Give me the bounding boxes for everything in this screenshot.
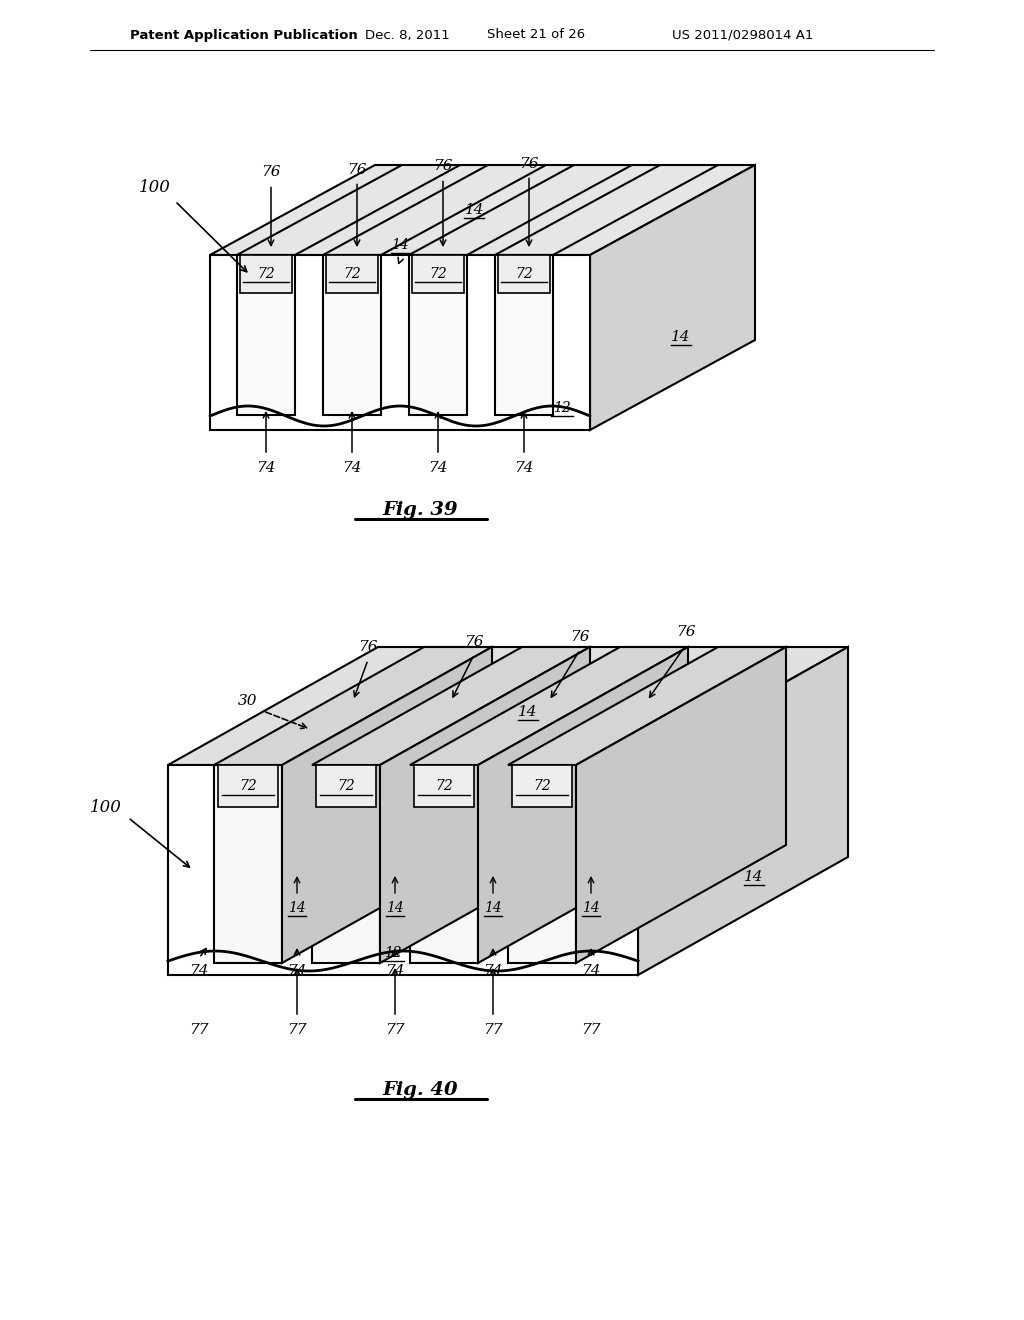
Polygon shape bbox=[214, 766, 282, 964]
Text: 76: 76 bbox=[358, 640, 378, 653]
Text: 74: 74 bbox=[342, 461, 361, 475]
Text: 72: 72 bbox=[515, 267, 532, 281]
Text: 74: 74 bbox=[189, 964, 209, 978]
Text: 14: 14 bbox=[484, 902, 502, 915]
Text: Patent Application Publication: Patent Application Publication bbox=[130, 29, 357, 41]
Text: 100: 100 bbox=[90, 799, 122, 816]
Polygon shape bbox=[240, 255, 292, 293]
Text: Sheet 21 of 26: Sheet 21 of 26 bbox=[487, 29, 585, 41]
Text: 76: 76 bbox=[261, 165, 281, 180]
Polygon shape bbox=[638, 647, 848, 975]
Text: Fig. 39: Fig. 39 bbox=[382, 502, 458, 519]
Text: 74: 74 bbox=[288, 964, 307, 978]
Text: 100: 100 bbox=[139, 180, 171, 195]
Text: US 2011/0298014 A1: US 2011/0298014 A1 bbox=[672, 29, 813, 41]
Polygon shape bbox=[410, 647, 688, 766]
Text: 74: 74 bbox=[514, 461, 534, 475]
Polygon shape bbox=[414, 766, 474, 807]
Polygon shape bbox=[326, 255, 378, 293]
Text: 74: 74 bbox=[483, 964, 503, 978]
Text: 76: 76 bbox=[347, 162, 367, 177]
Text: 14: 14 bbox=[288, 902, 306, 915]
Text: 14: 14 bbox=[518, 705, 538, 719]
Text: 77: 77 bbox=[582, 1023, 601, 1038]
Text: 72: 72 bbox=[343, 267, 360, 281]
Text: 14: 14 bbox=[465, 202, 484, 216]
Text: 14: 14 bbox=[743, 870, 763, 883]
Text: 74: 74 bbox=[385, 964, 404, 978]
Text: 76: 76 bbox=[570, 630, 590, 644]
Text: 12: 12 bbox=[384, 946, 401, 960]
Text: 72: 72 bbox=[429, 267, 446, 281]
Polygon shape bbox=[312, 647, 590, 766]
Polygon shape bbox=[218, 766, 278, 807]
Polygon shape bbox=[237, 255, 295, 414]
Polygon shape bbox=[282, 647, 492, 964]
Polygon shape bbox=[575, 647, 786, 964]
Text: Fig. 40: Fig. 40 bbox=[382, 1081, 458, 1100]
Polygon shape bbox=[210, 165, 755, 255]
Text: 14: 14 bbox=[386, 902, 403, 915]
Polygon shape bbox=[380, 647, 590, 964]
Polygon shape bbox=[409, 255, 467, 414]
Polygon shape bbox=[214, 647, 492, 766]
Text: 14: 14 bbox=[671, 330, 690, 345]
Polygon shape bbox=[323, 255, 381, 414]
Text: 14: 14 bbox=[391, 238, 409, 252]
Text: 76: 76 bbox=[519, 157, 539, 170]
Polygon shape bbox=[478, 647, 688, 964]
Polygon shape bbox=[412, 255, 464, 293]
Text: 76: 76 bbox=[676, 624, 695, 639]
Text: 76: 76 bbox=[464, 635, 483, 648]
Polygon shape bbox=[316, 766, 376, 807]
Polygon shape bbox=[168, 647, 848, 766]
Polygon shape bbox=[168, 766, 638, 975]
Text: 72: 72 bbox=[257, 267, 274, 281]
Text: 14: 14 bbox=[582, 902, 600, 915]
Polygon shape bbox=[210, 255, 590, 430]
Text: 77: 77 bbox=[483, 1023, 503, 1038]
Text: 72: 72 bbox=[435, 779, 453, 793]
Polygon shape bbox=[508, 766, 575, 964]
Text: 77: 77 bbox=[189, 1023, 209, 1038]
Text: 72: 72 bbox=[534, 779, 551, 793]
Text: 74: 74 bbox=[256, 461, 275, 475]
Polygon shape bbox=[512, 766, 572, 807]
Text: 72: 72 bbox=[240, 779, 257, 793]
Polygon shape bbox=[495, 255, 553, 414]
Text: 74: 74 bbox=[582, 964, 601, 978]
Polygon shape bbox=[410, 766, 478, 964]
Polygon shape bbox=[498, 255, 550, 293]
Polygon shape bbox=[508, 647, 786, 766]
Text: 12: 12 bbox=[553, 401, 570, 414]
Text: 77: 77 bbox=[385, 1023, 404, 1038]
Polygon shape bbox=[590, 165, 755, 430]
Text: 74: 74 bbox=[428, 461, 447, 475]
Text: Dec. 8, 2011: Dec. 8, 2011 bbox=[365, 29, 450, 41]
Text: 30: 30 bbox=[239, 694, 258, 708]
Text: 72: 72 bbox=[337, 779, 355, 793]
Text: 76: 76 bbox=[433, 160, 453, 173]
Text: 77: 77 bbox=[288, 1023, 307, 1038]
Polygon shape bbox=[312, 766, 380, 964]
